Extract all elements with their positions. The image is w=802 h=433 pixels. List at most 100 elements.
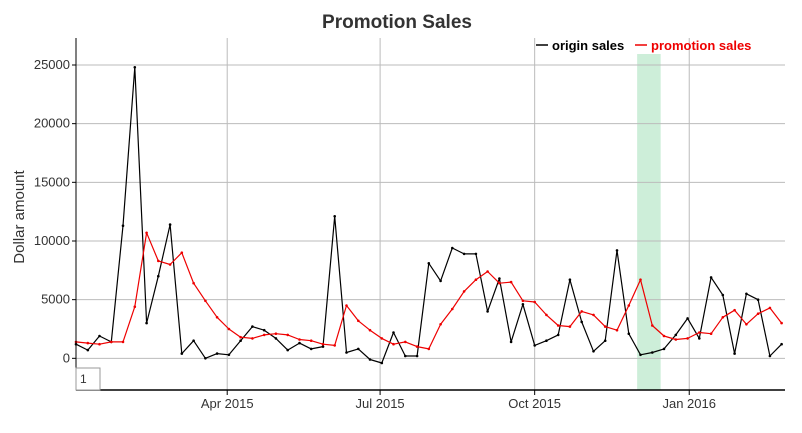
data-point-origin-sales: [451, 246, 454, 250]
data-point-origin-sales: [309, 347, 313, 351]
page-box-label: 1: [80, 372, 87, 386]
data-point-origin-sales: [709, 276, 713, 279]
data-point-promotion-sales: [345, 304, 348, 307]
data-point-origin-sales: [533, 344, 536, 347]
data-point-origin-sales: [392, 331, 395, 334]
data-point-origin-sales: [439, 279, 442, 283]
data-point-origin-sales: [121, 224, 125, 227]
data-point-origin-sales: [427, 262, 431, 265]
data-point-promotion-sales: [239, 335, 242, 339]
data-point-promotion-sales: [674, 338, 678, 341]
data-point-origin-sales: [768, 354, 772, 358]
data-point-promotion-sales: [180, 251, 184, 254]
data-point-origin-sales: [780, 342, 783, 346]
y-tick-label: 0: [63, 350, 70, 365]
legend[interactable]: origin sales promotion sales: [536, 38, 751, 53]
data-point-promotion-sales: [592, 313, 595, 317]
data-point-origin-sales: [286, 348, 290, 352]
data-point-promotion-sales: [380, 337, 384, 340]
data-point-origin-sales: [580, 320, 583, 324]
data-point-origin-sales: [239, 339, 242, 343]
data-point-origin-sales: [204, 357, 207, 360]
data-point-origin-sales: [345, 351, 348, 354]
data-point-origin-sales: [592, 350, 595, 353]
data-point-promotion-sales: [215, 316, 219, 319]
y-tick-label: 5000: [41, 292, 70, 307]
data-point-origin-sales: [321, 345, 325, 348]
data-point-promotion-sales: [568, 325, 572, 328]
data-point-origin-sales: [639, 353, 642, 357]
data-point-origin-sales: [145, 321, 148, 325]
data-point-promotion-sales: [133, 305, 137, 309]
data-point-origin-sales: [168, 223, 172, 226]
data-point-promotion-sales: [780, 321, 783, 325]
data-point-origin-sales: [509, 340, 513, 344]
data-point-origin-sales: [568, 278, 572, 282]
data-point-promotion-sales: [709, 332, 713, 336]
data-point-origin-sales: [180, 352, 184, 355]
data-point-promotion-sales: [274, 332, 278, 336]
data-point-origin-sales: [474, 252, 478, 256]
data-point-promotion-sales: [462, 290, 466, 293]
data-point-origin-sales: [745, 292, 748, 296]
data-point-promotion-sales: [157, 259, 160, 263]
data-point-promotion-sales: [98, 342, 101, 346]
data-point-origin-sales: [462, 252, 466, 256]
legend-item-promotion-sales[interactable]: promotion sales: [635, 38, 751, 53]
x-tick-label: Jul 2015: [356, 396, 405, 411]
data-point-promotion-sales: [756, 312, 760, 316]
data-point-promotion-sales: [286, 333, 290, 337]
data-point-origin-sales: [98, 334, 101, 338]
data-point-origin-sales: [556, 333, 560, 337]
data-point-promotion-sales: [498, 281, 501, 285]
data-point-origin-sales: [227, 353, 231, 357]
data-point-origin-sales: [486, 310, 489, 313]
data-point-promotion-sales: [439, 323, 442, 326]
data-point-promotion-sales: [298, 338, 301, 341]
data-point-promotion-sales: [333, 344, 337, 347]
y-axis-title: Dollar amount: [11, 169, 28, 263]
data-point-promotion-sales: [603, 325, 607, 328]
data-point-promotion-sales: [733, 308, 736, 312]
data-point-promotion-sales: [262, 333, 266, 337]
data-point-promotion-sales: [121, 340, 125, 344]
page-box[interactable]: 1: [75, 367, 101, 391]
data-point-promotion-sales: [427, 347, 431, 351]
legend-item-origin-sales[interactable]: origin sales: [536, 38, 624, 53]
data-point-origin-sales: [698, 337, 701, 340]
data-point-origin-sales: [415, 354, 419, 358]
data-point-origin-sales: [86, 348, 90, 352]
data-point-promotion-sales: [509, 280, 513, 284]
data-point-promotion-sales: [486, 270, 489, 273]
data-point-origin-sales: [686, 317, 689, 320]
data-point-origin-sales: [733, 352, 736, 355]
legend-label-promotion-sales: promotion sales: [651, 38, 751, 53]
data-point-origin-sales: [674, 333, 678, 337]
data-point-promotion-sales: [321, 342, 325, 346]
data-point-promotion-sales: [745, 323, 748, 326]
data-point-promotion-sales: [404, 340, 407, 344]
data-point-origin-sales: [627, 332, 631, 336]
data-point-promotion-sales: [721, 316, 725, 319]
data-point-origin-sales: [603, 339, 607, 343]
data-point-origin-sales: [251, 325, 254, 328]
data-point-origin-sales: [521, 303, 525, 306]
data-point-origin-sales: [404, 354, 407, 358]
data-point-origin-sales: [274, 337, 278, 340]
data-point-promotion-sales: [227, 327, 231, 331]
data-point-promotion-sales: [192, 281, 195, 285]
data-point-promotion-sales: [556, 324, 560, 327]
data-point-promotion-sales: [686, 337, 689, 340]
data-point-origin-sales: [498, 277, 501, 280]
data-point-promotion-sales: [474, 278, 478, 282]
data-point-origin-sales: [357, 347, 360, 351]
data-point-origin-sales: [721, 293, 725, 297]
data-point-origin-sales: [157, 274, 160, 278]
data-point-promotion-sales: [698, 331, 701, 334]
data-point-promotion-sales: [451, 307, 454, 311]
data-point-origin-sales: [333, 215, 337, 218]
data-point-promotion-sales: [545, 313, 548, 317]
y-tick-label: 20000: [34, 116, 70, 131]
